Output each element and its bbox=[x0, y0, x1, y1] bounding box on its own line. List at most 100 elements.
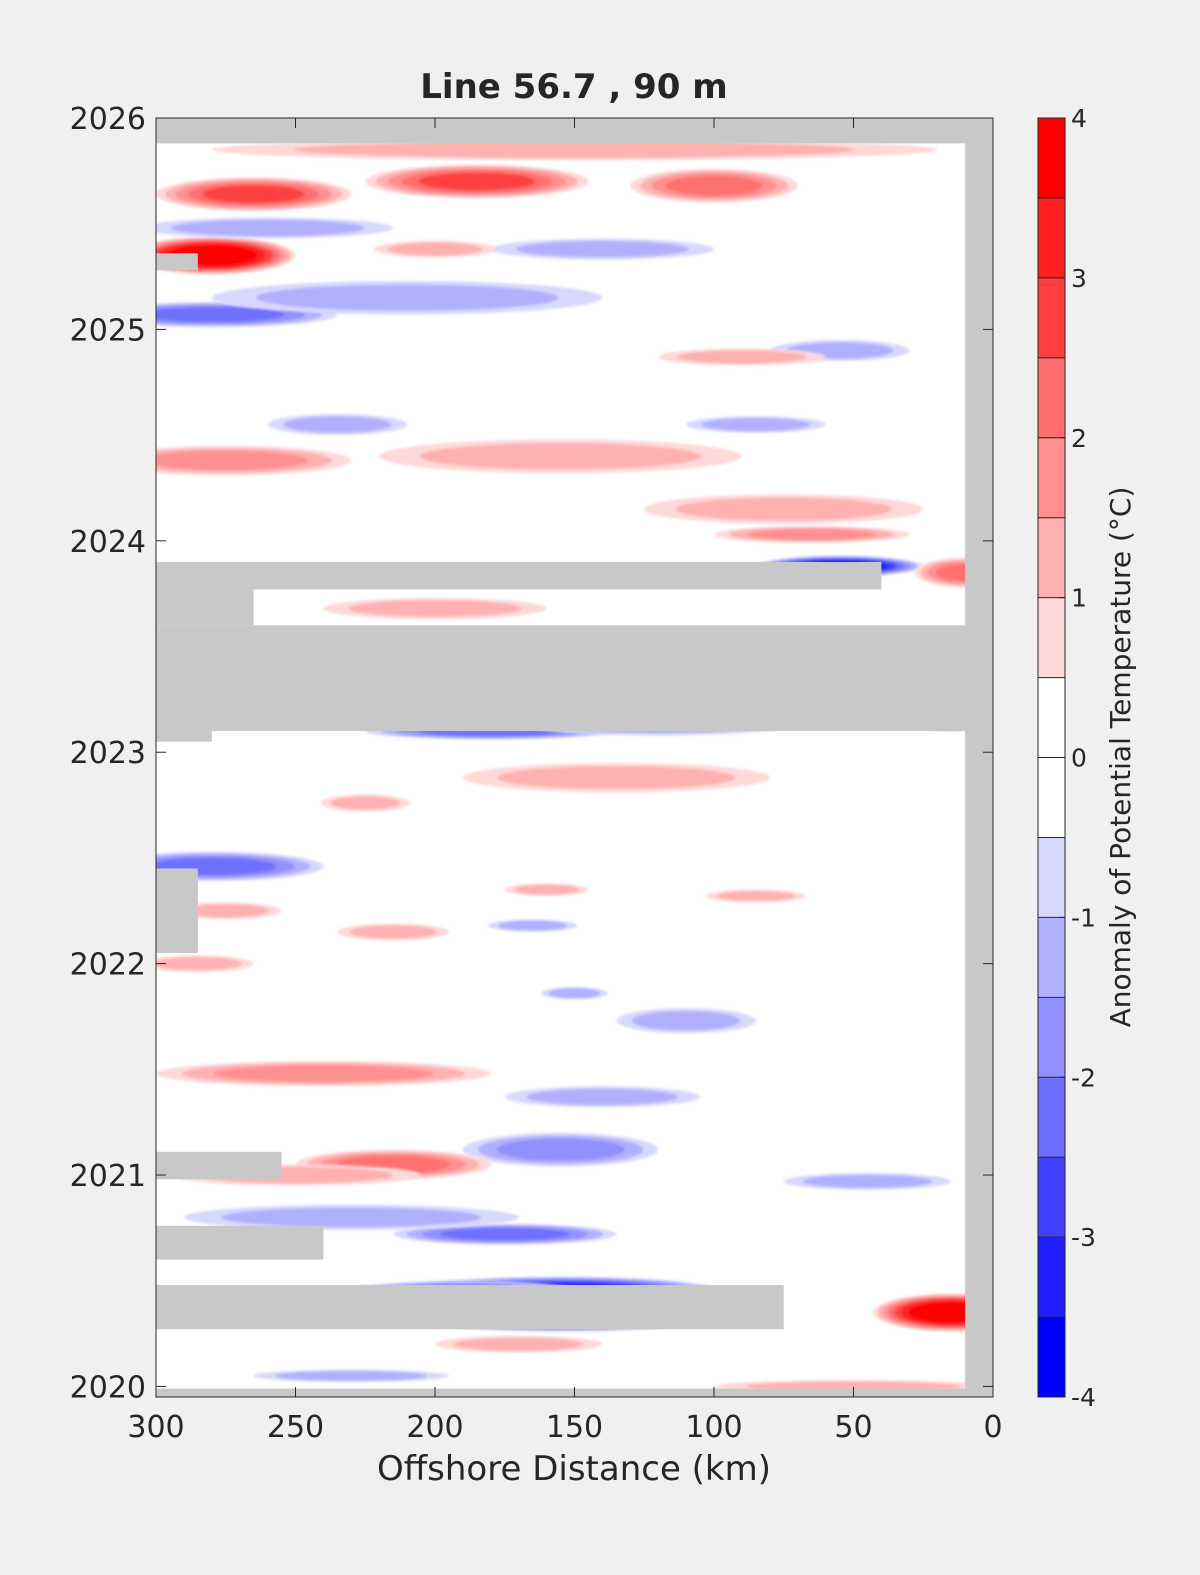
colorbar-tick-label: 0 bbox=[1071, 744, 1087, 773]
contour-level bbox=[665, 175, 763, 196]
colorbar-segment bbox=[1038, 357, 1065, 439]
anomaly-feature bbox=[320, 794, 410, 812]
colorbar-segment bbox=[1038, 1237, 1065, 1318]
no-data-region bbox=[156, 625, 993, 732]
y-tick-label: 2022 bbox=[70, 948, 146, 983]
anomaly-feature bbox=[630, 168, 798, 203]
colorbar-segment bbox=[1038, 1077, 1065, 1158]
anomaly-feature bbox=[490, 238, 714, 260]
anomaly-feature bbox=[156, 851, 324, 882]
anomaly-feature bbox=[267, 413, 408, 436]
anomaly-feature bbox=[705, 889, 807, 903]
anomaly-feature bbox=[435, 1335, 603, 1353]
contour-level bbox=[330, 796, 400, 810]
anomaly-feature bbox=[156, 445, 352, 476]
x-tick-label: 50 bbox=[834, 1410, 872, 1445]
anomaly-feature bbox=[658, 348, 826, 366]
no-data-region bbox=[156, 868, 198, 954]
colorbar-tick-label: 4 bbox=[1071, 104, 1087, 133]
anomaly-feature bbox=[504, 1086, 701, 1108]
no-data-region bbox=[156, 1151, 282, 1180]
anomaly-feature bbox=[156, 177, 352, 212]
anomaly-feature bbox=[211, 139, 938, 161]
contour-level bbox=[716, 891, 795, 901]
colorbar-segment bbox=[1038, 1317, 1065, 1398]
anomaly-feature bbox=[616, 1008, 756, 1034]
contour-level bbox=[221, 1207, 481, 1228]
anomaly-feature bbox=[504, 883, 589, 896]
anomaly-feature bbox=[253, 1369, 449, 1383]
colorbar-segment bbox=[1038, 837, 1065, 918]
contour-level bbox=[675, 497, 892, 521]
contour-level bbox=[440, 1228, 570, 1241]
contour-level bbox=[418, 172, 536, 191]
anomaly-feature bbox=[156, 236, 296, 275]
anomaly-feature bbox=[156, 1060, 491, 1087]
colorbar: 4 3 2 1 0 -1 -2 -3 -4 bbox=[1037, 104, 1096, 1412]
contour-level bbox=[526, 1088, 679, 1105]
contour-level bbox=[156, 957, 242, 971]
contour-level bbox=[283, 416, 392, 433]
x-axis-label: Offshore Distance (km) bbox=[377, 1449, 771, 1489]
no-data-region bbox=[156, 1225, 324, 1260]
colorbar-tick-label: -2 bbox=[1071, 1063, 1096, 1092]
anomaly-feature bbox=[644, 494, 924, 524]
y-tick-label: 2025 bbox=[70, 313, 146, 348]
colorbar-tick-label: 3 bbox=[1071, 264, 1087, 293]
contour-level bbox=[548, 988, 601, 999]
contour-level bbox=[453, 1337, 584, 1351]
contour-level bbox=[182, 904, 269, 918]
colorbar-segment bbox=[1038, 597, 1065, 679]
anomaly-feature bbox=[323, 597, 547, 620]
colorbar-segment bbox=[1038, 677, 1065, 758]
contour-level bbox=[156, 307, 285, 322]
anomaly-feature bbox=[156, 217, 394, 239]
contour-level bbox=[677, 350, 807, 364]
colorbar-segment bbox=[1038, 997, 1065, 1078]
no-data-region bbox=[156, 253, 198, 271]
anomaly-feature bbox=[156, 301, 338, 328]
contour-level bbox=[202, 185, 305, 203]
anomaly-feature bbox=[211, 280, 603, 315]
no-data-regions bbox=[156, 118, 993, 1397]
no-data-region bbox=[156, 1284, 784, 1330]
colorbar-tick-label: 1 bbox=[1071, 584, 1087, 613]
x-tick-label: 250 bbox=[267, 1410, 324, 1445]
contour-level bbox=[515, 240, 689, 258]
x-tick-label: 300 bbox=[127, 1410, 184, 1445]
contour-level bbox=[156, 450, 308, 471]
anomaly-feature bbox=[379, 439, 742, 474]
contour-level bbox=[632, 1010, 741, 1031]
anomaly-feature bbox=[183, 1204, 519, 1230]
colorbar-tick-label: -3 bbox=[1071, 1223, 1096, 1252]
x-tick-label: 150 bbox=[546, 1410, 603, 1445]
anomaly-feature bbox=[337, 923, 449, 941]
contour-level bbox=[497, 766, 736, 790]
colorbar-segment bbox=[1038, 277, 1065, 359]
contour-level bbox=[701, 417, 810, 432]
contour-level bbox=[747, 528, 876, 541]
anomaly-feature bbox=[156, 955, 254, 973]
y-tick-label: 2021 bbox=[70, 1159, 146, 1194]
colorbar-segment bbox=[1038, 917, 1065, 998]
contour-level bbox=[349, 925, 437, 939]
contour-level bbox=[348, 600, 522, 617]
contour-level bbox=[170, 219, 365, 237]
contour-level bbox=[514, 884, 580, 895]
anomaly-feature bbox=[462, 1132, 659, 1167]
anomaly-feature bbox=[462, 762, 770, 793]
x-tick-label: 100 bbox=[685, 1410, 742, 1445]
x-axis: 300 250 200 150 100 50 0 bbox=[127, 118, 1003, 1445]
contour-level bbox=[420, 443, 702, 470]
no-data-region bbox=[965, 118, 993, 1397]
contour-level bbox=[275, 1370, 427, 1381]
anomaly-feature bbox=[686, 416, 826, 433]
chart-title: Line 56.7 , 90 m bbox=[420, 67, 727, 107]
no-data-region bbox=[156, 731, 212, 742]
contour-level bbox=[387, 242, 483, 256]
contour-level bbox=[496, 1138, 625, 1161]
colorbar-tick-label: -4 bbox=[1071, 1383, 1096, 1412]
contour-level bbox=[213, 1065, 433, 1082]
contour-level bbox=[498, 920, 568, 931]
